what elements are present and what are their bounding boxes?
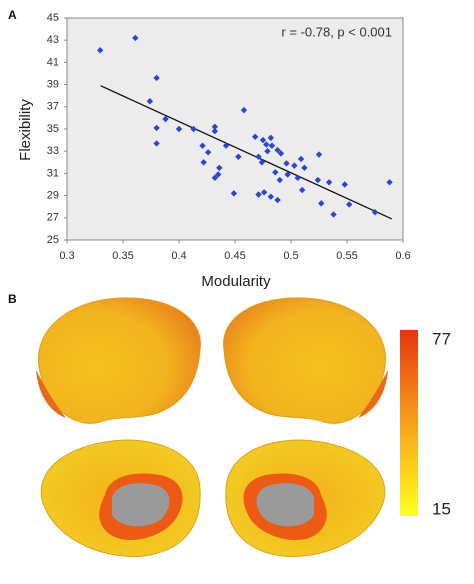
x-tick-label: 0.35 — [112, 250, 133, 262]
point — [325, 179, 333, 186]
y-axis-label: Flexibility — [17, 99, 34, 161]
y-tick-label: 37 — [47, 101, 59, 113]
panel-label: A — [8, 8, 17, 22]
point — [146, 98, 154, 105]
point — [274, 196, 281, 204]
point — [267, 193, 275, 200]
point — [211, 174, 219, 182]
point — [291, 162, 298, 169]
point — [175, 125, 183, 133]
point — [267, 134, 275, 142]
point — [284, 171, 291, 178]
point — [259, 136, 267, 144]
x-axis-label: Modularity — [201, 273, 271, 290]
point — [341, 181, 348, 188]
point — [215, 171, 222, 178]
point — [315, 151, 323, 158]
x-tick-label: 0.5 — [283, 250, 298, 262]
point — [235, 153, 242, 160]
point — [301, 164, 308, 172]
point — [371, 209, 379, 216]
y-tick-label: 35 — [47, 123, 59, 135]
point — [255, 191, 262, 198]
point — [200, 159, 207, 166]
brain-medial-right — [225, 439, 386, 558]
brain-medial-left — [40, 439, 201, 558]
annotation: r = -0.78, p < 0.001 — [281, 24, 392, 39]
y-tick-label: 27 — [47, 212, 59, 224]
point — [260, 189, 268, 196]
y-tick-label: 41 — [47, 56, 59, 68]
point — [204, 149, 212, 156]
point — [264, 148, 271, 155]
point — [276, 176, 283, 184]
point — [297, 155, 305, 163]
point — [294, 174, 301, 182]
point — [346, 201, 353, 208]
point — [274, 146, 281, 154]
y-tick-label: 33 — [47, 145, 59, 157]
point — [268, 142, 276, 149]
x-tick-label: 0.45 — [224, 250, 245, 262]
point — [240, 106, 248, 114]
point — [132, 34, 139, 42]
brain-lateral-left — [36, 297, 201, 424]
point — [318, 200, 325, 207]
y-tick-label: 25 — [47, 234, 59, 246]
point — [190, 125, 197, 133]
point — [314, 176, 322, 184]
point — [222, 142, 230, 149]
point — [299, 186, 306, 194]
point — [230, 190, 238, 197]
y-tick-label: 29 — [47, 190, 59, 202]
point — [153, 124, 160, 132]
y-tick-label: 39 — [47, 79, 59, 91]
y-tick-label: 43 — [47, 34, 59, 46]
colorbar — [400, 330, 418, 516]
point — [153, 74, 160, 82]
point — [272, 169, 279, 176]
point — [386, 179, 393, 186]
point — [258, 159, 266, 166]
point — [162, 115, 169, 123]
colorbar-max-label: 77 — [432, 329, 451, 348]
point — [211, 128, 219, 135]
point — [199, 142, 206, 149]
point — [211, 123, 219, 130]
x-tick-label: 0.6 — [395, 250, 410, 262]
brain-lateral-right — [223, 297, 388, 424]
y-tick-label: 31 — [47, 167, 59, 179]
x-tick-label: 0.55 — [336, 250, 357, 262]
point — [153, 140, 160, 147]
point — [330, 211, 337, 218]
point — [283, 160, 290, 167]
trend-line — [100, 85, 393, 220]
point — [251, 133, 259, 140]
plot-area — [66, 17, 404, 241]
y-tick-label: 45 — [47, 12, 59, 24]
x-tick-label: 0.3 — [59, 250, 74, 262]
point — [277, 150, 285, 157]
panel-label: B — [8, 292, 17, 306]
point — [96, 46, 104, 54]
point — [263, 141, 270, 148]
point — [255, 153, 262, 160]
colorbar-min-label: 15 — [432, 499, 451, 518]
point — [216, 164, 223, 172]
x-tick-label: 0.4 — [171, 250, 186, 262]
